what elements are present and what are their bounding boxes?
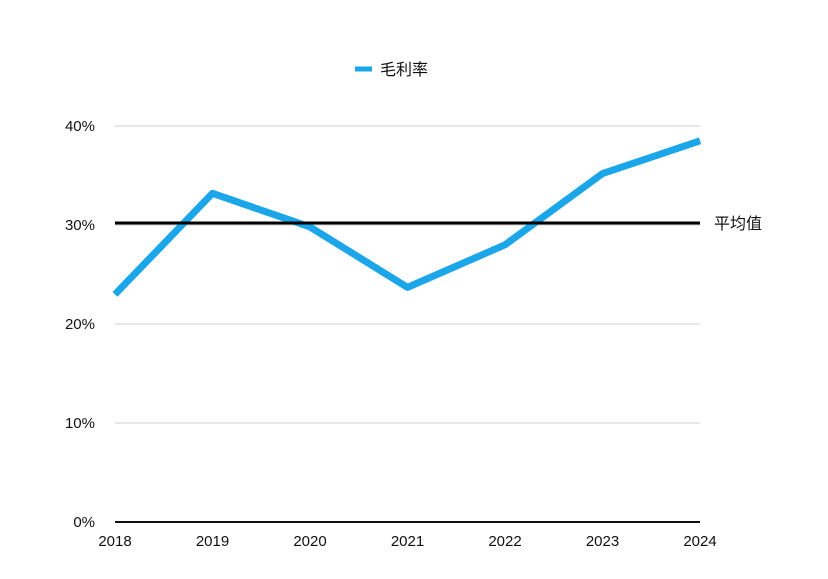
data-point [309, 226, 311, 228]
data-point [212, 192, 213, 194]
data-point [407, 286, 408, 288]
series-line [112, 137, 702, 297]
y-tick-label: 30% [65, 217, 95, 234]
y-tick-label: 10% [65, 415, 95, 432]
x-tick-label: 2024 [683, 533, 716, 550]
data-point [114, 293, 116, 295]
y-tick-label: 40% [65, 118, 95, 135]
legend-label: 毛利率 [380, 60, 428, 79]
x-tick-label: 2021 [391, 533, 424, 550]
y-tick-label: 0% [73, 514, 95, 531]
x-tick-label: 2018 [98, 533, 131, 550]
legend: 毛利率 [355, 60, 428, 79]
y-tick-label: 20% [65, 316, 95, 333]
x-axis-ticks: 2018 2019 2020 2021 2022 2023 2024 [98, 533, 716, 550]
y-axis-ticks: 0% 10% 20% 30% 40% [65, 118, 95, 531]
x-tick-label: 2022 [488, 533, 521, 550]
x-tick-label: 2023 [586, 533, 619, 550]
series-group [112, 137, 702, 297]
data-point [699, 140, 701, 142]
reference-line-group: 平均值 [115, 214, 762, 233]
x-tick-label: 2020 [293, 533, 326, 550]
reference-line-label: 平均值 [714, 214, 762, 233]
data-point [602, 173, 603, 175]
gridlines [115, 125, 700, 424]
x-tick-label: 2019 [196, 533, 229, 550]
data-point [504, 244, 506, 246]
